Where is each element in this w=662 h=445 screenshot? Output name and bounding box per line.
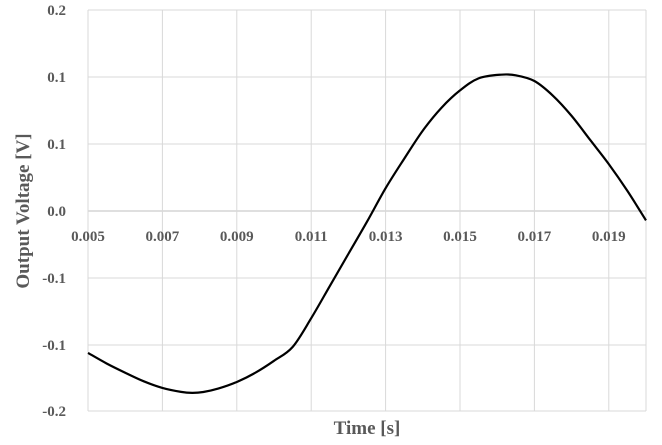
- x-tick-label: 0.019: [592, 229, 626, 245]
- x-tick-label: 0.005: [71, 229, 105, 245]
- y-tick-label: -0.1: [42, 338, 66, 354]
- x-axis-title: Time [s]: [334, 418, 401, 439]
- x-tick-label: 0.017: [518, 229, 552, 245]
- x-tick-labels: 0.005 0.007 0.009 0.011 0.013 0.015 0.017 0.019: [71, 229, 626, 245]
- y-tick-label: -0.2: [42, 404, 66, 420]
- y-tick-label: 0.2: [47, 3, 66, 19]
- y-tick-label: 0.0: [47, 204, 66, 220]
- series-line-output-voltage: [87, 73, 647, 394]
- x-tick-label: 0.009: [220, 229, 254, 245]
- y-tick-label: 0.1: [47, 70, 66, 86]
- x-tick-label: 0.011: [295, 229, 328, 245]
- y-axis-title: Output Voltage [V]: [13, 133, 34, 288]
- y-tick-labels: 0.2 0.1 0.1 0.0 -0.1 -0.1 -0.2: [42, 3, 66, 420]
- y-tick-label: -0.1: [42, 271, 66, 287]
- y-tick-label: 0.1: [47, 137, 66, 153]
- x-tick-label: 0.013: [369, 229, 403, 245]
- x-tick-label: 0.007: [146, 229, 180, 245]
- gridlines: [87, 9, 647, 412]
- x-tick-label: 0.015: [443, 229, 477, 245]
